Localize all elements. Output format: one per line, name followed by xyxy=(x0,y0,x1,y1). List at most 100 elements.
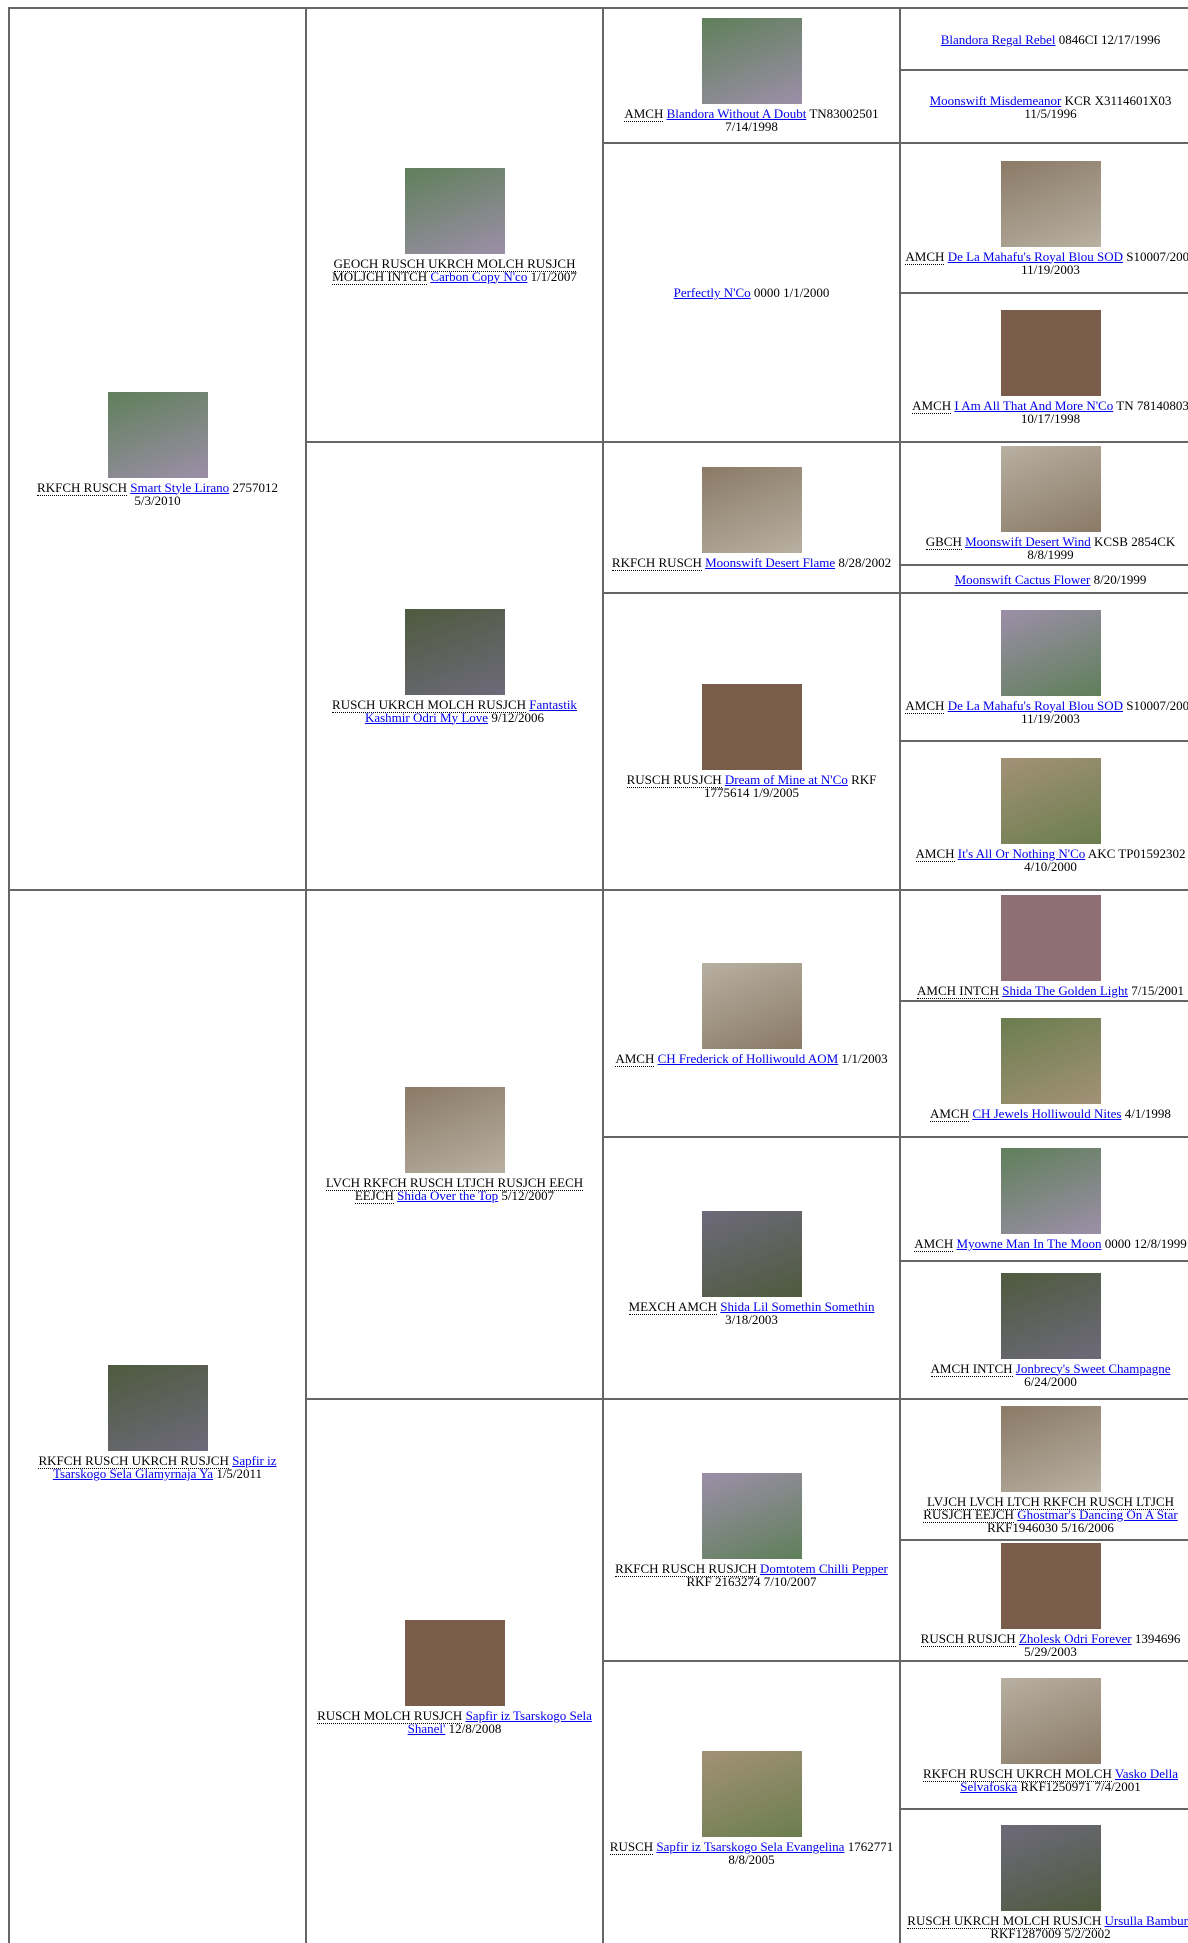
dog-name-link[interactable]: Jonbrecy's Sweet Champagne xyxy=(1015,1360,1171,1376)
pedigree-cell: AMCH CH Jewels Holliwould Nites 4/1/1998 xyxy=(899,1000,1188,1138)
dog-name-link[interactable]: Dream of Mine at N'Co xyxy=(724,772,848,787)
dog-name-link[interactable]: Sapfir iz Tsarskogo Sela Evangelina xyxy=(656,1838,845,1854)
pedigree-row: RUSCH UKRCH MOLCH RUSJCH Fantastik Kashm… xyxy=(9,441,1188,891)
pedigree-cell: AMCH INTCH Jonbrecy's Sweet Champagne 6/… xyxy=(899,1260,1188,1400)
dog-photo xyxy=(1000,310,1101,396)
pedigree-row: RKFCH RUSCH UKRCH RUSJCH Sapfir iz Tsars… xyxy=(8,889,1188,1943)
dog-name-link[interactable]: De La Mahafu's Royal Blou SOD xyxy=(947,248,1123,264)
pedigree-table: RKFCH RUSCH Smart Style Lirano 2757012 5… xyxy=(8,7,1188,1943)
dog-name-link[interactable]: I Am All That And More N'Co xyxy=(954,398,1114,413)
dog-titles: AMCH INTCH xyxy=(930,1360,1013,1377)
dog-photo xyxy=(1000,894,1101,981)
pedigree-cell: AMCH I Am All That And More N'Co TN 7814… xyxy=(899,292,1188,443)
dog-titles: AMCH xyxy=(624,106,664,122)
pedigree-cell: AMCH Blandora Without A Doubt TN83002501… xyxy=(602,7,901,144)
dog-info: S10007/2004 11/19/2003 xyxy=(1021,248,1188,277)
pedigree-row: Moonswift Misdemeanor KCR X3114601X03 11… xyxy=(9,69,1188,144)
dog-photo xyxy=(1000,1272,1101,1359)
dog-photo xyxy=(701,1750,802,1837)
dog-name-link[interactable]: Perfectly N'Co xyxy=(673,285,751,300)
dog-name-link[interactable]: Zholesk Odri Forever xyxy=(1018,1631,1132,1646)
dog-photo xyxy=(404,608,505,695)
dog-name-link[interactable]: Shida Over the Top xyxy=(397,1188,499,1203)
dog-info: 1/1/2003 xyxy=(841,1050,888,1066)
dog-titles: AMCH xyxy=(615,1050,655,1067)
dog-info: 12/8/2008 xyxy=(448,1720,502,1736)
dog-titles: RKFCH RUSCH RUSJCH xyxy=(615,1560,757,1577)
dog-name-link[interactable]: Vasko Della Selvafoska xyxy=(960,1765,1179,1794)
dog-info: RKF1287009 5/2/2002 xyxy=(990,1925,1111,1941)
dog-info: AKC TP01592302 4/10/2000 xyxy=(1024,846,1186,874)
pedigree-row: AMCH I Am All That And More N'Co TN 7814… xyxy=(9,292,1188,443)
pedigree-cell: GBCH Moonswift Desert Wind KCSB 2854CK 8… xyxy=(899,441,1188,566)
dog-name-link[interactable]: Shida The Golden Light xyxy=(1002,982,1129,998)
pedigree-cell: RKFCH RUSCH UKRCH MOLCH Vasko Della Selv… xyxy=(899,1660,1188,1810)
pedigree-cell: Perfectly N'Co 0000 1/1/2000 xyxy=(602,142,901,443)
dog-name-link[interactable]: Moonswift Misdemeanor xyxy=(929,92,1062,108)
dog-info: 7/15/2001 xyxy=(1131,982,1184,998)
dog-name-link[interactable]: De La Mahafu's Royal Blou SOD xyxy=(947,697,1123,713)
dog-titles: RKFCH RUSCH xyxy=(611,554,702,571)
dog-photo xyxy=(1000,1677,1101,1764)
dog-name-link[interactable]: Fantastik Kashmir Odri My Love xyxy=(364,696,577,725)
dog-name-link[interactable]: Myowne Man In The Moon xyxy=(956,1236,1102,1251)
dog-info: 2757012 5/3/2010 xyxy=(134,479,278,508)
dog-name-link[interactable]: Domtotem Chilli Pepper xyxy=(760,1560,888,1576)
pedigree-cell: AMCH CH Frederick of Holliwould AOM 1/1/… xyxy=(602,889,901,1138)
dog-name-link[interactable]: Smart Style Lirano xyxy=(130,479,230,495)
dog-photo xyxy=(1000,1148,1101,1234)
dog-titles: GBCH xyxy=(925,534,962,550)
pedigree-row: AMCH It's All Or Nothing N'Co AKC TP0159… xyxy=(9,740,1188,891)
dog-info: 0000 1/1/2000 xyxy=(753,285,830,300)
dog-name-link[interactable]: Moonswift Desert Wind xyxy=(965,534,1091,549)
pedigree-cell: AMCH INTCH Shida The Golden Light 7/15/2… xyxy=(899,889,1188,1002)
pedigree-row: MEXCH AMCH Shida Lil Somethin Somethin 3… xyxy=(9,1136,1188,1400)
dog-name-link[interactable]: Moonswift Cactus Flower xyxy=(954,571,1091,587)
pedigree-container: RKFCH RUSCH Smart Style Lirano 2757012 5… xyxy=(8,7,1188,1943)
dog-titles: AMCH xyxy=(905,248,945,265)
dog-info: 1762771 8/8/2005 xyxy=(728,1838,894,1867)
dog-titles: LVCH RKFCH RUSCH LTJCH RUSJCH EECH EEJCH xyxy=(325,1175,584,1204)
dog-name-link[interactable]: Ghostmar's Dancing On A Star xyxy=(1017,1506,1178,1522)
dog-name-link[interactable]: Carbon Copy N'co xyxy=(430,268,528,284)
dog-info: 0846CI 12/17/1996 xyxy=(1058,31,1161,47)
pedigree-row: RUSCH RUSJCH Zholesk Odri Forever 139469… xyxy=(9,1539,1188,1662)
pedigree-cell: RUSCH RUSJCH Zholesk Odri Forever 139469… xyxy=(899,1539,1188,1662)
dog-name-link[interactable]: CH Frederick of Holliwould AOM xyxy=(657,1050,839,1066)
pedigree-cell: RUSCH MOLCH RUSJCH Sapfir iz Tsarskogo S… xyxy=(305,1398,604,1943)
dog-info: 6/24/2000 xyxy=(1024,1373,1077,1389)
pedigree-cell: RUSCH Sapfir iz Tsarskogo Sela Evangelin… xyxy=(602,1660,901,1943)
dog-titles: RUSCH RUSJCH xyxy=(626,772,722,788)
dog-photo xyxy=(404,1087,505,1173)
dog-titles: AMCH xyxy=(914,1236,954,1252)
dog-info: S10007/2004 11/19/2003 xyxy=(1021,697,1188,726)
dog-info: 4/1/1998 xyxy=(1124,1106,1171,1121)
dog-name-link[interactable]: Moonswift Desert Flame xyxy=(705,554,836,570)
dog-name-link[interactable]: Ursulla Bambura xyxy=(1104,1912,1188,1928)
pedigree-row: RUSCH RUSJCH Dream of Mine at N'Co RKF 1… xyxy=(9,592,1188,891)
pedigree-cell: Blandora Regal Rebel 0846CI 12/17/1996 xyxy=(899,7,1188,71)
dog-photo xyxy=(1000,446,1101,532)
dog-name-link[interactable]: Blandora Regal Rebel xyxy=(940,31,1056,47)
pedigree-cell: GEOCH RUSCH UKRCH MOLCH RUSJCH MOLJCH IN… xyxy=(305,7,604,443)
pedigree-row: AMCH CH Jewels Holliwould Nites 4/1/1998 xyxy=(9,1000,1188,1138)
dog-info: 1/5/2011 xyxy=(216,1466,263,1481)
dog-name-link[interactable]: Sapfir iz Tsarskogo Sela Glamyrnaja Ya xyxy=(52,1453,277,1481)
dog-photo xyxy=(404,1619,505,1706)
dog-name-link[interactable]: Shida Lil Somethin Somethin xyxy=(720,1298,875,1314)
dog-name-link[interactable]: CH Jewels Holliwould Nites xyxy=(972,1106,1122,1121)
pedigree-cell: RUSCH RUSJCH Dream of Mine at N'Co RKF 1… xyxy=(602,592,901,891)
dog-name-link[interactable]: Sapfir iz Tsarskogo Sela Shanel' xyxy=(407,1707,592,1736)
dog-info: 5/12/2007 xyxy=(501,1188,555,1203)
pedigree-cell: AMCH It's All Or Nothing N'Co AKC TP0159… xyxy=(899,740,1188,891)
pedigree-row: RUSCH UKRCH MOLCH RUSJCH Ursulla Bambura… xyxy=(9,1808,1188,1943)
dog-titles: AMCH xyxy=(912,398,952,414)
dog-photo xyxy=(107,1365,208,1451)
dog-info: 8/20/1999 xyxy=(1093,571,1147,587)
dog-info: 1/1/2007 xyxy=(530,268,577,284)
dog-name-link[interactable]: Blandora Without A Doubt xyxy=(666,106,807,121)
dog-name-link[interactable]: It's All Or Nothing N'Co xyxy=(957,846,1086,861)
dog-info: 9/12/2006 xyxy=(491,709,545,725)
pedigree-row: RUSCH Sapfir iz Tsarskogo Sela Evangelin… xyxy=(9,1660,1188,1943)
